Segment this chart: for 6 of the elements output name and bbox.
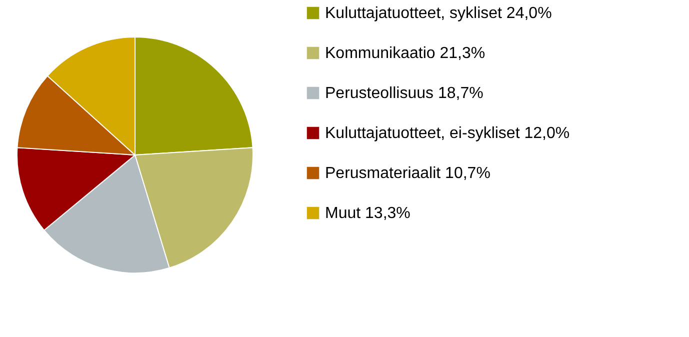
legend-label: Kuluttajatuotteet, sykliset 24,0%	[325, 5, 552, 22]
legend-label: Kuluttajatuotteet, ei-sykliset 12,0%	[325, 125, 570, 142]
legend-label: Perusteollisuus 18,7%	[325, 85, 484, 102]
legend-label: Muut 13,3%	[325, 205, 410, 222]
legend-label: Perusmateriaalit 10,7%	[325, 165, 490, 182]
legend-label: Kommunikaatio 21,3%	[325, 45, 486, 62]
